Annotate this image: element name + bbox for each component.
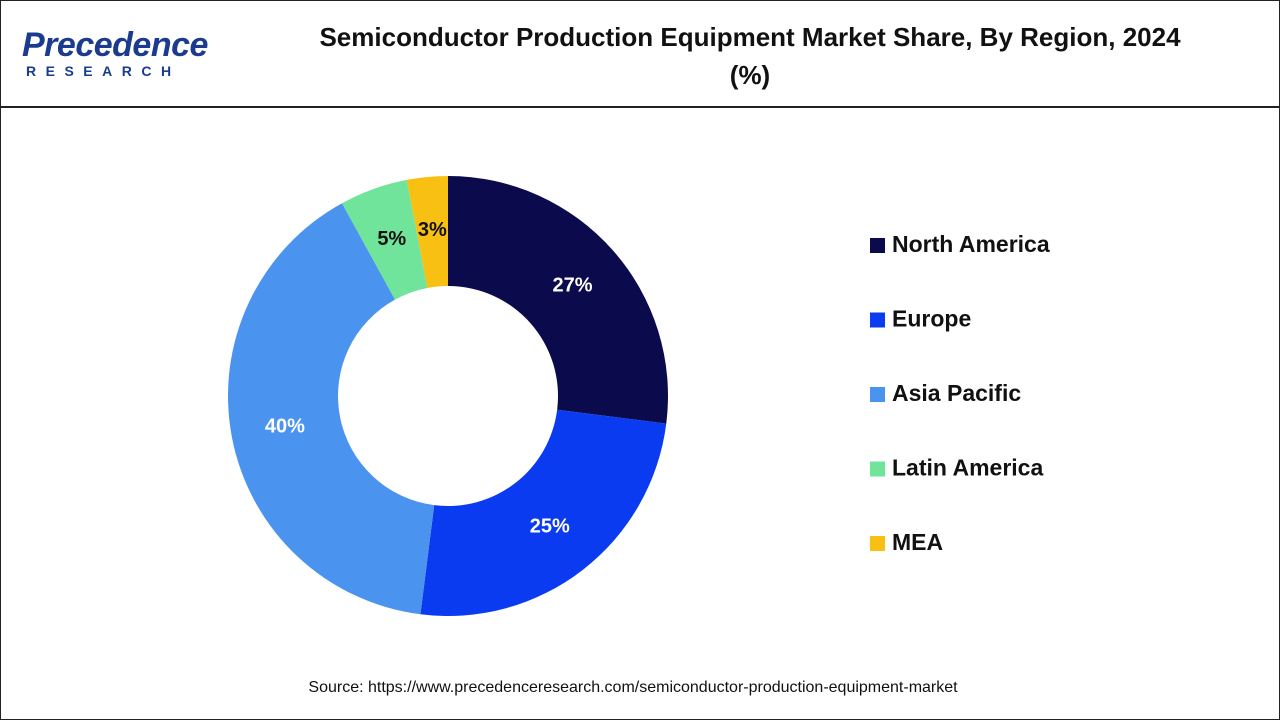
data-label: 25% [530, 515, 570, 537]
legend-label: MEA [892, 529, 943, 555]
data-label: 5% [377, 228, 406, 250]
legend-label: Asia Pacific [892, 380, 1021, 406]
donut-segment [406, 176, 448, 288]
legend-label: North America [892, 231, 1050, 257]
legend-swatch [870, 312, 885, 328]
legend-swatch [870, 387, 885, 402]
legend-swatch [870, 238, 885, 253]
data-label: 40% [265, 415, 305, 437]
donut-segment [420, 409, 667, 616]
legend-swatch [870, 536, 885, 551]
legend-label: Europe [892, 306, 971, 332]
legend-label: Latin America [892, 455, 1043, 481]
source: Source: https://www.precedenceresearch.c… [308, 679, 958, 696]
data-label: 27% [553, 275, 593, 297]
logo-name: Precedence [22, 26, 208, 64]
legend-swatch [870, 461, 885, 477]
logo-tagline: RESEARCH [26, 63, 181, 79]
data-label: 3% [418, 219, 447, 241]
donut-segment [342, 179, 428, 300]
donut-segment [227, 203, 435, 615]
chart-title: Semiconductor Production Equipment Marke… [319, 22, 1181, 90]
donut-segment [448, 176, 669, 424]
header-divider [0, 106, 1280, 108]
